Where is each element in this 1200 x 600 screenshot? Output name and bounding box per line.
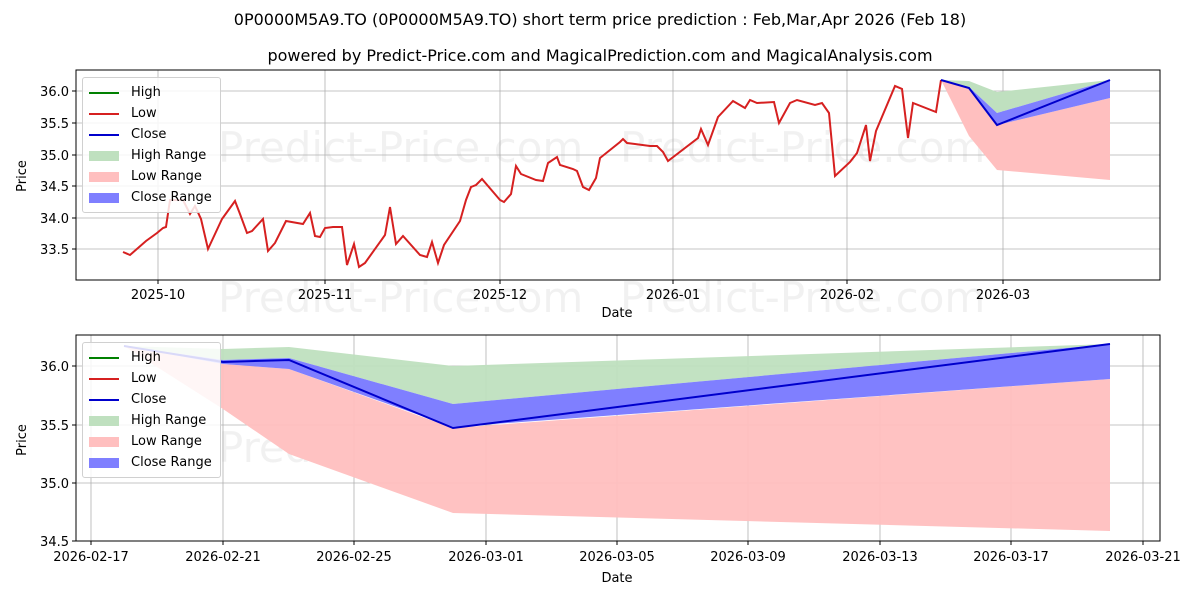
- bottom-x-ticks: 2026-02-17 2026-02-21 2026-02-25 2026-03…: [53, 541, 1181, 565]
- line-swatch-icon: [89, 377, 119, 380]
- y-tick-label: 34.0: [40, 212, 69, 227]
- legend-item-low-range: Low Range: [89, 166, 212, 187]
- y-tick-label: 36.0: [40, 85, 69, 100]
- legend-item-low: Low: [89, 103, 212, 124]
- chart-subtitle: powered by Predict-Price.com and Magical…: [267, 46, 933, 65]
- top-x-ticks: 2025-10 2025-11 2025-12 2026-01 2026-02 …: [131, 280, 1030, 303]
- x-tick-label: 2026-03-21: [1105, 550, 1181, 565]
- x-tick-label: 2025-10: [131, 288, 185, 303]
- legend-label: High Range: [131, 413, 207, 428]
- legend-item-high-range: High Range: [89, 410, 212, 431]
- line-swatch-icon: [89, 356, 119, 359]
- bottom-y-ticks: 36.0 35.5 35.0 34.5: [40, 360, 76, 550]
- legend-label: Close Range: [131, 190, 212, 205]
- legend-item-low: Low: [89, 368, 212, 389]
- top-y-ticks: 36.0 35.5 35.0 34.5 34.0 33.5: [40, 85, 76, 258]
- y-tick-label: 35.0: [40, 149, 69, 164]
- top-plot-frame: [75, 69, 1161, 281]
- y-tick-label: 36.0: [40, 360, 69, 375]
- bottom-low-range: [124, 346, 1110, 531]
- patch-swatch-icon: [89, 150, 119, 161]
- x-tick-label: 2026-03-09: [710, 550, 786, 565]
- legend-label: Low: [131, 371, 157, 386]
- top-close-line: [940, 79, 1111, 127]
- legend-label: Close: [131, 392, 167, 407]
- top-low-range: [941, 80, 1110, 180]
- patch-swatch-icon: [89, 415, 119, 426]
- top-chart: Predict-Price.com Predict-Price.com Pred…: [15, 69, 1161, 322]
- y-tick-label: 35.5: [40, 117, 69, 132]
- legend-item-close-range: Close Range: [89, 452, 212, 473]
- y-tick-label: 33.5: [40, 243, 69, 258]
- line-swatch-icon: [89, 112, 119, 115]
- patch-swatch-icon: [89, 436, 119, 447]
- legend-label: Low Range: [131, 169, 202, 184]
- chart-title: 0P0000M5A9.TO (0P0000M5A9.TO) short term…: [233, 10, 967, 29]
- legend-item-high: High: [89, 347, 212, 368]
- legend-label: Close: [131, 127, 167, 142]
- legend-item-high-range: High Range: [89, 145, 212, 166]
- bottom-close-range: [124, 344, 1110, 427]
- patch-swatch-icon: [89, 457, 119, 468]
- x-tick-label: 2026-03-13: [842, 550, 918, 565]
- x-tick-label: 2026-02-21: [185, 550, 261, 565]
- bottom-legend: High Low Close High Range Low Range Clos…: [82, 342, 221, 478]
- top-y-axis-label: Price: [15, 160, 30, 192]
- legend-label: High Range: [131, 148, 207, 163]
- watermark: Predict-Price.com: [218, 273, 583, 322]
- x-tick-label: 2026-02-25: [316, 550, 392, 565]
- watermark: Predict-Price.com: [218, 123, 583, 172]
- bottom-y-axis-label: Price: [15, 424, 30, 456]
- x-tick-label: 2026-02: [820, 288, 874, 303]
- x-tick-label: 2025-11: [298, 288, 352, 303]
- x-tick-label: 2026-01: [646, 288, 700, 303]
- legend-item-low-range: Low Range: [89, 431, 212, 452]
- legend-label: Low Range: [131, 434, 202, 449]
- legend-item-close-range: Close Range: [89, 187, 212, 208]
- patch-swatch-icon: [89, 192, 119, 203]
- x-tick-label: 2026-03: [976, 288, 1030, 303]
- bottom-plot-frame: [75, 334, 1161, 542]
- x-tick-label: 2026-03-05: [579, 550, 655, 565]
- legend-item-close: Close: [89, 389, 212, 410]
- bottom-high-range: [124, 344, 1110, 404]
- watermark: Predict-Price.com: [620, 123, 985, 172]
- y-tick-label: 34.5: [40, 535, 69, 550]
- bottom-chart: Predict-Price.com Predict-Price.com: [15, 334, 1181, 586]
- top-high-range: [941, 80, 1110, 113]
- top-low-line: [122, 79, 942, 269]
- x-tick-label: 2025-12: [473, 288, 527, 303]
- legend-item-close: Close: [89, 124, 212, 145]
- watermark: Predict-Price.com: [620, 273, 985, 322]
- legend-label: Close Range: [131, 455, 212, 470]
- x-tick-label: 2026-03-01: [448, 550, 524, 565]
- x-tick-label: 2026-02-17: [53, 550, 129, 565]
- top-legend: High Low Close High Range Low Range Clos…: [82, 77, 221, 213]
- x-tick-label: 2026-03-17: [973, 550, 1049, 565]
- top-x-axis-label: Date: [601, 306, 632, 321]
- legend-label: Low: [131, 106, 157, 121]
- y-tick-label: 35.0: [40, 477, 69, 492]
- legend-label: High: [131, 85, 161, 100]
- line-swatch-icon: [89, 398, 119, 401]
- y-tick-label: 35.5: [40, 419, 69, 434]
- y-tick-label: 34.5: [40, 180, 69, 195]
- top-watermarks: Predict-Price.com Predict-Price.com Pred…: [218, 123, 985, 322]
- patch-swatch-icon: [89, 171, 119, 182]
- legend-label: High: [131, 350, 161, 365]
- line-swatch-icon: [89, 133, 119, 136]
- bottom-x-axis-label: Date: [601, 571, 632, 586]
- legend-item-high: High: [89, 82, 212, 103]
- line-swatch-icon: [89, 91, 119, 94]
